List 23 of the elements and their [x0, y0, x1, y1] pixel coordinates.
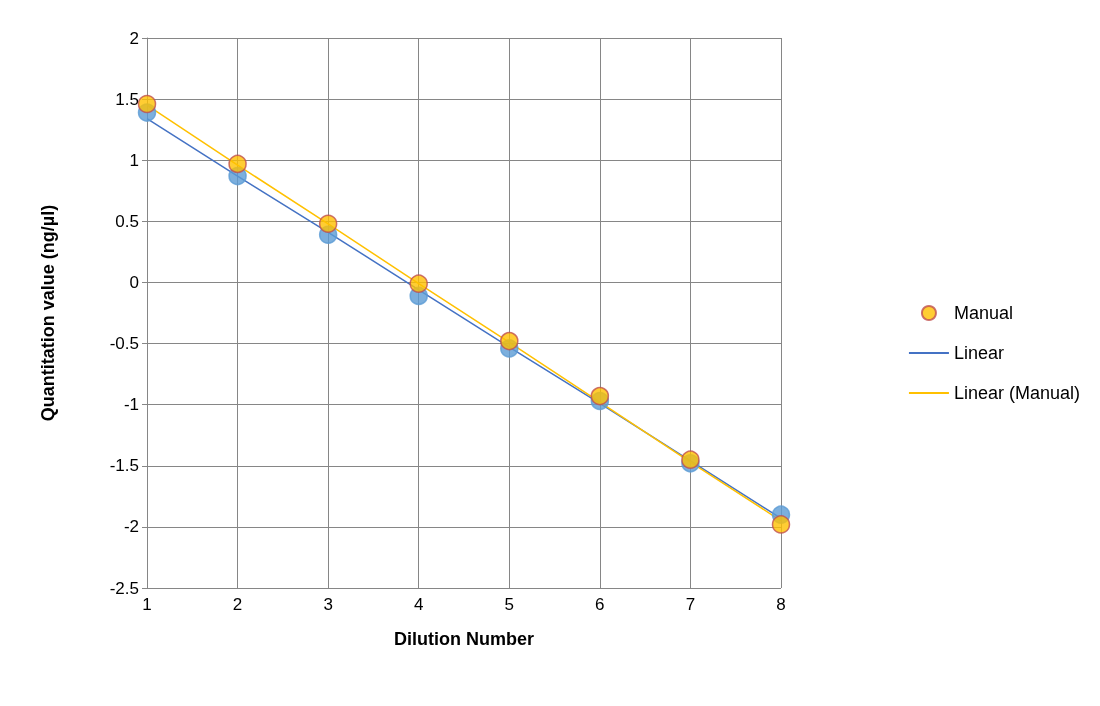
legend-label: Manual [953, 303, 1013, 323]
legend-label: Linear (Manual) [953, 383, 1080, 403]
y-tick-label: -2 [123, 517, 139, 537]
x-tick-label: 4 [413, 595, 424, 614]
y-tick-label: 0.5 [115, 211, 139, 231]
y-axis-title: Quantitation value (ng/µl) [38, 204, 58, 422]
x-tick-label: 2 [232, 595, 243, 614]
y-tick-label: 1.5 [115, 89, 139, 109]
x-tick-label: 7 [685, 595, 696, 614]
y-tick-label: -1 [123, 395, 139, 415]
y-tick-label: -1.5 [109, 456, 139, 476]
x-tick-label: 8 [776, 595, 786, 614]
x-axis-title: Dilution Number [394, 629, 534, 649]
x-tick-label: 5 [504, 595, 515, 614]
legend-label: Linear [953, 343, 1004, 363]
y-tick-label: -2.5 [109, 578, 139, 598]
y-tick-label: 0 [129, 272, 139, 292]
y-tick-label: 1 [129, 150, 139, 170]
y-tick-label: 2 [129, 28, 139, 48]
x-tick-label: 6 [595, 595, 605, 614]
x-tick-label: 3 [323, 595, 333, 614]
x-tick-label: 1 [142, 595, 152, 614]
y-tick-label: -0.5 [109, 334, 139, 354]
